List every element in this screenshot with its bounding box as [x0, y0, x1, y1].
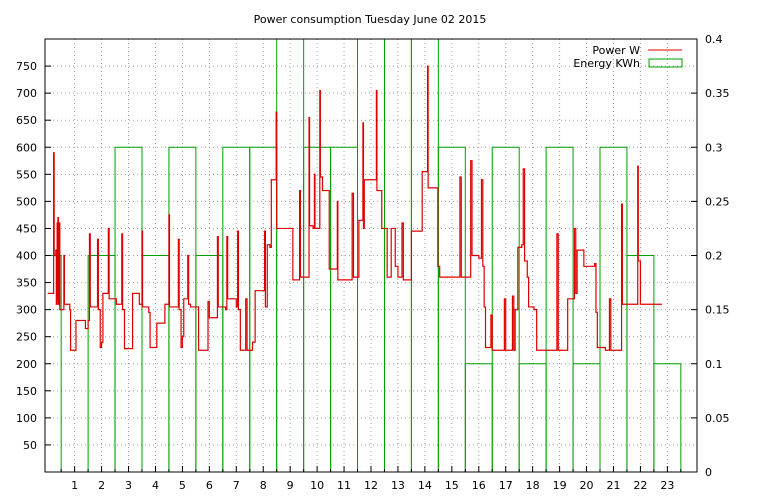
legend-label-energy: Energy KWh	[573, 57, 640, 70]
y-tick-label: 50	[23, 439, 37, 452]
power-line	[47, 65, 662, 351]
legend-swatch-energy	[648, 58, 683, 68]
x-tick-label: 23	[660, 479, 674, 492]
y2-tick-label: 0.2	[705, 250, 723, 263]
x-tick-label: 5	[179, 479, 186, 492]
x-tick-label: 6	[206, 479, 213, 492]
y2-tick-label: 0.25	[705, 195, 730, 208]
x-tick-label: 15	[445, 479, 459, 492]
y-tick-label: 500	[16, 195, 37, 208]
energy-box	[491, 146, 520, 472]
y-tick-label: 200	[16, 358, 37, 371]
x-tick-label: 12	[364, 479, 378, 492]
y2-tick-label: 0.35	[705, 87, 730, 100]
y-tick-label: 400	[16, 250, 37, 263]
x-tick-label: 8	[260, 479, 267, 492]
x-tick-label: 19	[553, 479, 567, 492]
y2-tick-label: 0.05	[705, 412, 730, 425]
legend: Power W Energy KWh	[573, 44, 683, 70]
y-tick-label: 650	[16, 114, 37, 127]
y2-tick-label: 0.1	[705, 358, 723, 371]
energy-box	[653, 363, 682, 472]
x-tick-label: 14	[418, 479, 432, 492]
y-tick-label: 550	[16, 168, 37, 181]
y-tick-label: 250	[16, 331, 37, 344]
chart-title: Power consumption Tuesday June 02 2015	[254, 13, 487, 26]
x-tick-label: 7	[233, 479, 240, 492]
x-tick-label: 16	[472, 479, 486, 492]
y2-tick-label: 0.4	[705, 33, 723, 46]
x-tick-label: 20	[580, 479, 594, 492]
y-tick-label: 150	[16, 385, 37, 398]
energy-box	[437, 146, 466, 472]
axis-ticks: 5010015020025030035040045050055060065070…	[16, 33, 730, 492]
x-tick-label: 2	[98, 479, 105, 492]
y2-tick-label: 0.15	[705, 304, 730, 317]
energy-box	[545, 146, 574, 472]
x-tick-label: 4	[152, 479, 159, 492]
x-tick-label: 11	[337, 479, 351, 492]
y-tick-label: 450	[16, 222, 37, 235]
x-tick-label: 3	[125, 479, 132, 492]
x-tick-label: 18	[526, 479, 540, 492]
x-tick-label: 22	[633, 479, 647, 492]
y2-tick-label: 0	[705, 466, 712, 479]
legend-label-power: Power W	[592, 44, 640, 57]
x-tick-label: 13	[391, 479, 405, 492]
x-tick-label: 10	[310, 479, 324, 492]
x-tick-label: 17	[499, 479, 513, 492]
y-tick-label: 100	[16, 412, 37, 425]
y-tick-label: 350	[16, 277, 37, 290]
y-tick-label: 700	[16, 87, 37, 100]
y-tick-label: 750	[16, 60, 37, 73]
y-tick-label: 600	[16, 141, 37, 154]
x-tick-label: 9	[287, 479, 294, 492]
x-tick-label: 21	[606, 479, 620, 492]
x-tick-label: 1	[71, 479, 78, 492]
y2-tick-label: 0.3	[705, 141, 723, 154]
grid-lines	[45, 39, 697, 472]
power-series-line	[47, 65, 662, 351]
y-tick-label: 300	[16, 304, 37, 317]
